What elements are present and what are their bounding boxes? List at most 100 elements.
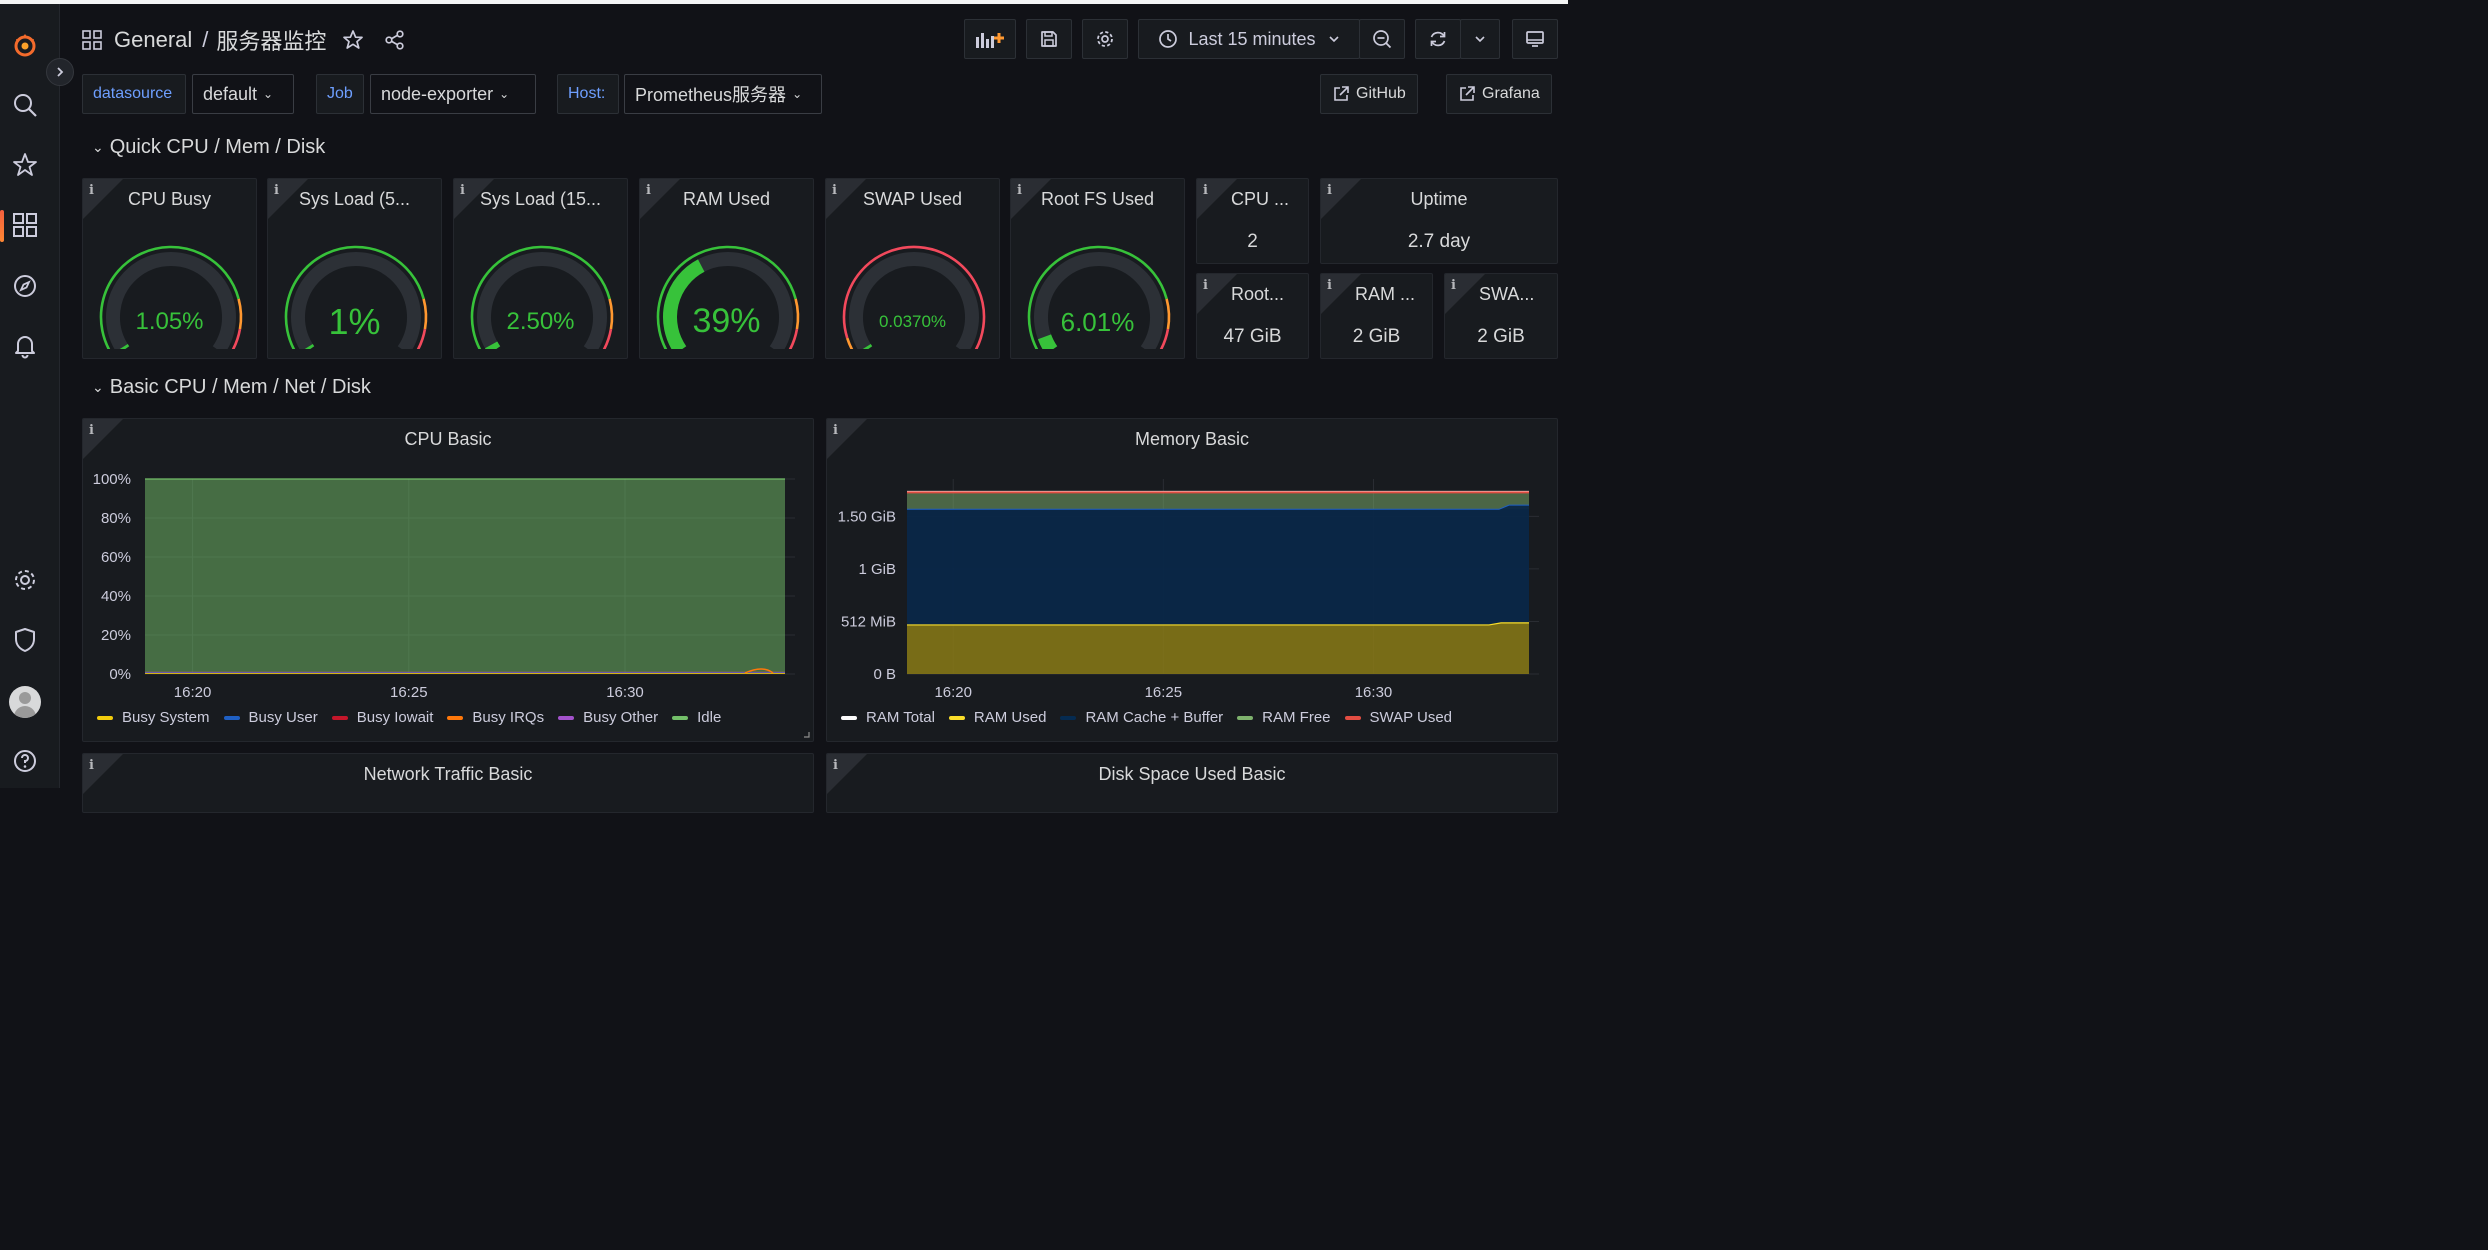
panel-info-icon[interactable]: i: [1321, 179, 1361, 219]
gauge-panel[interactable]: i RAM Used 39%: [639, 178, 814, 359]
user-avatar[interactable]: [9, 686, 41, 718]
gauge-panel[interactable]: i Root FS Used 6.01%: [1010, 178, 1185, 359]
explore-compass-icon[interactable]: [6, 267, 44, 305]
legend-swatch: [447, 715, 464, 720]
panel-info-icon[interactable]: i: [268, 179, 308, 219]
help-icon[interactable]: [6, 742, 44, 780]
expand-sidebar-button[interactable]: [46, 58, 74, 86]
gauge-value: 1.05%: [135, 307, 204, 335]
gauge-track: [1034, 252, 1164, 349]
panel-title: Sys Load (15...: [479, 189, 602, 209]
legend-item-busy-irqs[interactable]: Busy IRQs: [447, 709, 544, 726]
panel-resize-handle[interactable]: [803, 731, 810, 738]
legend-swatch: [1060, 715, 1077, 720]
legend-item-busy-system[interactable]: Busy System: [97, 709, 210, 726]
stat-panel-root-fs-total[interactable]: i Root... 47 GiB: [1196, 273, 1309, 359]
panel-title: Sys Load (5...: [298, 189, 411, 209]
refresh-interval-dropdown[interactable]: [1460, 19, 1500, 59]
time-range-picker[interactable]: Last 15 minutes: [1138, 19, 1360, 59]
gauge-panel[interactable]: i Sys Load (15... 2.50%: [453, 178, 628, 359]
zoom-out-button[interactable]: [1359, 19, 1405, 59]
panel-info-icon[interactable]: i: [1445, 274, 1485, 314]
variable-job-label: Job: [316, 74, 364, 114]
panel-cpu-basic[interactable]: i CPU Basic 0% 20% 40% 60% 80% 100% 16:20 16:25…: [82, 418, 814, 742]
stat-panel-swap-total[interactable]: i SWA... 2 GiB: [1444, 273, 1558, 359]
gauge-value-fill: [485, 341, 501, 349]
breadcrumb-dashboard-title[interactable]: 服务器监控: [216, 29, 327, 54]
panel-info-icon[interactable]: i: [1197, 274, 1237, 314]
legend-item-ram-cache-buffer[interactable]: RAM Cache + Buffer: [1060, 709, 1223, 726]
gauge-arc: [842, 245, 986, 349]
panel-info-icon[interactable]: i: [1011, 179, 1051, 219]
cycle-view-mode-button[interactable]: [1512, 19, 1558, 59]
grafana-logo-icon[interactable]: [6, 26, 44, 64]
panel-title: CPU ...: [1231, 189, 1290, 209]
legend-item-ram-total[interactable]: RAM Total: [841, 709, 935, 726]
legend-item-busy-other[interactable]: Busy Other: [558, 709, 658, 726]
panel-info-icon[interactable]: i: [826, 179, 866, 219]
legend-item-busy-user[interactable]: Busy User: [223, 709, 318, 726]
panel-info-icon[interactable]: i: [640, 179, 680, 219]
panel-info-icon[interactable]: i: [827, 419, 867, 459]
chevron-down-icon: ⌄: [792, 87, 803, 101]
row-title: Basic CPU / Mem / Net / Disk: [109, 376, 371, 398]
legend-swatch: [97, 715, 113, 720]
stat-panel-uptime[interactable]: i Uptime 2.7 day: [1320, 178, 1558, 264]
breadcrumb-folder[interactable]: General: [114, 27, 193, 52]
cache-buffer-line: [907, 504, 1529, 510]
grafana-link[interactable]: Grafana: [1446, 74, 1552, 114]
legend-item-ram-used[interactable]: RAM Used: [948, 709, 1046, 726]
server-admin-shield-icon[interactable]: [6, 621, 44, 659]
panel-network-traffic-basic[interactable]: i Network Traffic Basic: [82, 753, 814, 813]
cpu-basic-chart[interactable]: 0% 20% 40% 60% 80% 100% 16:20 16:25 16:30: [83, 419, 814, 709]
gauge-threshold-segment: [416, 328, 427, 349]
panel-info-icon[interactable]: i: [454, 179, 494, 219]
legend-item-idle[interactable]: Idle: [672, 709, 721, 726]
panel-disk-space-used-basic[interactable]: i Disk Space Used Basic: [826, 753, 1558, 813]
panel-info-icon[interactable]: i: [83, 419, 123, 459]
search-icon[interactable]: [6, 86, 44, 124]
dashboards-icon[interactable]: [6, 206, 44, 244]
panel-info-icon[interactable]: i: [1197, 179, 1237, 219]
panel-info-icon[interactable]: i: [83, 754, 123, 794]
alerting-bell-icon[interactable]: [6, 327, 44, 365]
mark-favorite-star-icon[interactable]: [342, 29, 364, 51]
stat-panel-ram-total[interactable]: i RAM ... 2 GiB: [1320, 273, 1433, 359]
refresh-button[interactable]: [1415, 19, 1461, 59]
gauge-panel[interactable]: i Sys Load (5... 1%: [267, 178, 442, 359]
area-series-busy-user: [145, 672, 785, 674]
gauge-arc: [1027, 245, 1171, 349]
variable-datasource-select[interactable]: default ⌄: [192, 74, 294, 114]
gauge-panel[interactable]: i SWAP Used 0.0370%: [825, 178, 1000, 359]
add-panel-button[interactable]: [964, 19, 1016, 59]
gauge-threshold-segment: [1165, 298, 1171, 330]
dashboard-settings-button[interactable]: [1082, 19, 1128, 59]
configuration-gear-icon[interactable]: [6, 561, 44, 599]
variable-datasource-value: default: [203, 83, 258, 104]
memory-basic-chart[interactable]: 0 B 512 MiB 1 GiB 1.50 GiB 16:20 16:25 16:30: [827, 419, 1558, 709]
stat-panel-cpu-cores[interactable]: i CPU ... 2: [1196, 178, 1309, 264]
github-link[interactable]: GitHub: [1320, 74, 1418, 114]
legend-swatch: [672, 715, 689, 720]
panel-info-icon[interactable]: i: [83, 179, 123, 219]
row-basic-cpu-mem-net-disk[interactable]: ⌄ Basic CPU / Mem / Net / Disk: [92, 376, 371, 399]
row-quick-cpu-mem-disk[interactable]: ⌄ Quick CPU / Mem / Disk: [92, 136, 325, 159]
legend-item-busy-iowait[interactable]: Busy Iowait: [331, 709, 433, 726]
variable-host-label: Host:: [557, 74, 619, 114]
starred-icon[interactable]: [6, 146, 44, 184]
variable-job-select[interactable]: node-exporter ⌄: [370, 74, 536, 114]
legend-item-ram-free[interactable]: RAM Free: [1237, 709, 1331, 726]
gauge-value-fill: [119, 343, 130, 349]
save-dashboard-button[interactable]: [1026, 19, 1072, 59]
panel-info-icon[interactable]: i: [1321, 274, 1361, 314]
gauge-value: 1%: [328, 301, 381, 343]
variable-host-select[interactable]: Prometheus服务器 ⌄: [624, 74, 822, 114]
legend-item-swap-used[interactable]: SWAP Used: [1344, 709, 1452, 726]
panel-memory-basic[interactable]: i Memory Basic 0 B 512 MiB 1 GiB 1.50 GiB 16…: [826, 418, 1558, 742]
y-tick-label: 100%: [93, 471, 131, 488]
grafana-link-label: Grafana: [1482, 85, 1540, 102]
panel-info-icon[interactable]: i: [827, 754, 867, 794]
share-icon[interactable]: [384, 29, 406, 51]
github-link-label: GitHub: [1356, 85, 1406, 102]
gauge-panel[interactable]: i CPU Busy 1.05%: [82, 178, 257, 359]
